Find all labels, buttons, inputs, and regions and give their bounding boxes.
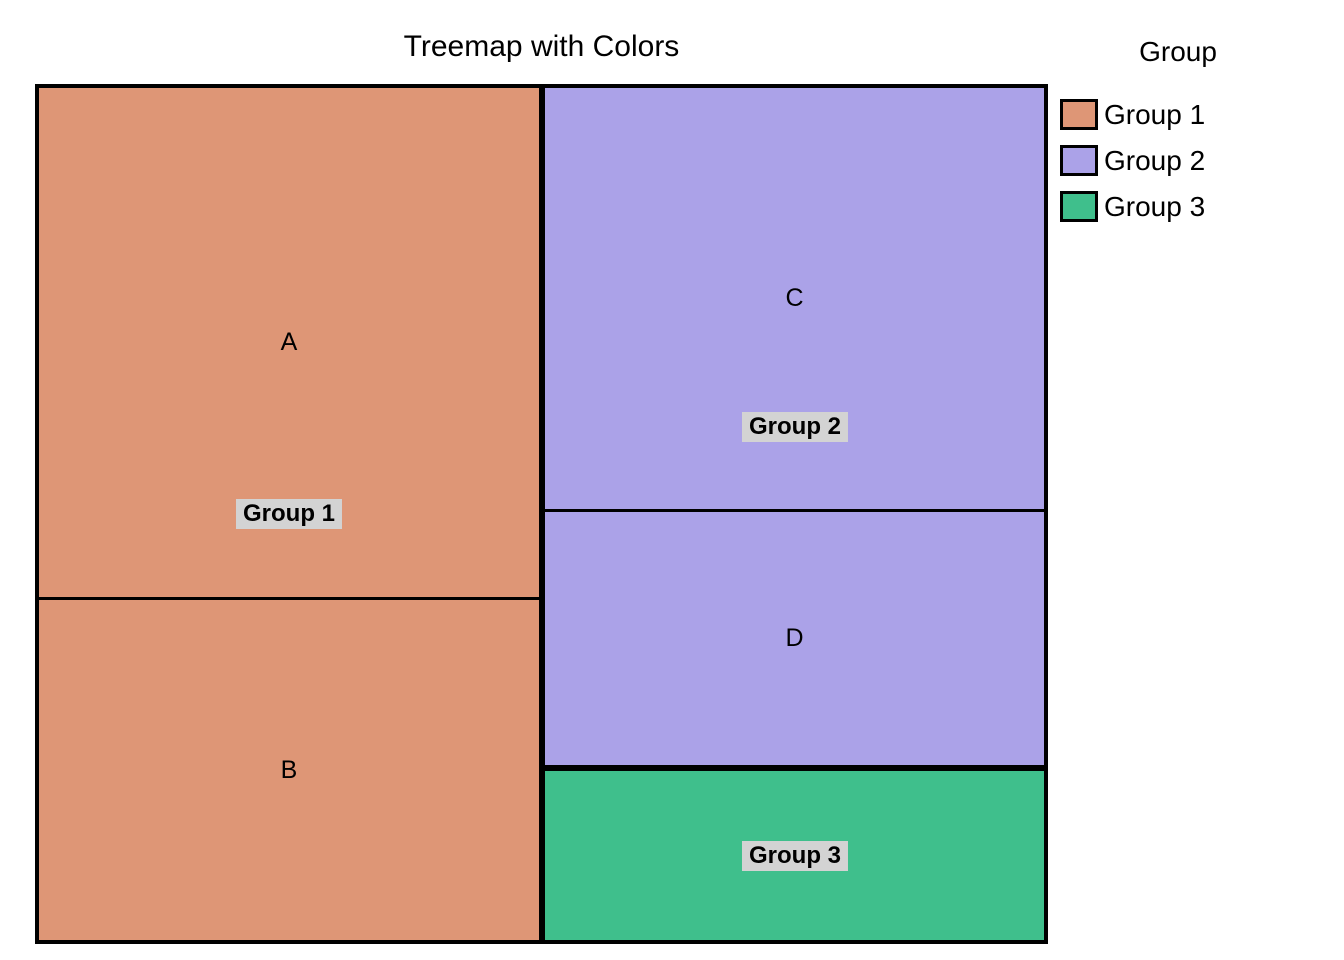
legend-item-group3: Group 3 <box>1060 191 1205 222</box>
tile-label-a: A <box>280 328 298 356</box>
treemap-tile-b: B <box>39 600 539 940</box>
tile-label-d: D <box>785 624 804 652</box>
treemap-tile-c: C <box>545 88 1044 509</box>
treemap-tile-d: D <box>545 512 1044 765</box>
legend-label-group2: Group 2 <box>1104 144 1206 176</box>
legend: Group Group 1 Group 2 Group 3 <box>1060 36 1340 246</box>
legend-swatch-group1 <box>1060 99 1098 130</box>
legend-title: Group <box>1139 36 1217 67</box>
legend-swatch-group2 <box>1060 145 1098 176</box>
legend-item-group2: Group 2 <box>1060 145 1205 176</box>
group-label-group3: Group 3 <box>741 841 849 871</box>
legend-swatch-group3 <box>1060 191 1098 222</box>
legend-label-group1: Group 1 <box>1104 98 1206 130</box>
group-label-group1: Group 1 <box>235 499 343 529</box>
treemap-plot: A B C D Group 1 Group 2 Group 3 <box>35 84 1048 944</box>
legend-items: Group 1 Group 2 Group 3 <box>1060 99 1205 222</box>
legend-label-group3: Group 3 <box>1104 190 1206 222</box>
legend-item-group1: Group 1 <box>1060 99 1205 130</box>
tile-label-b: B <box>280 755 298 784</box>
group-label-group2: Group 2 <box>741 412 849 442</box>
chart-title: Treemap with Colors <box>403 30 680 63</box>
tile-label-c: C <box>785 284 804 312</box>
